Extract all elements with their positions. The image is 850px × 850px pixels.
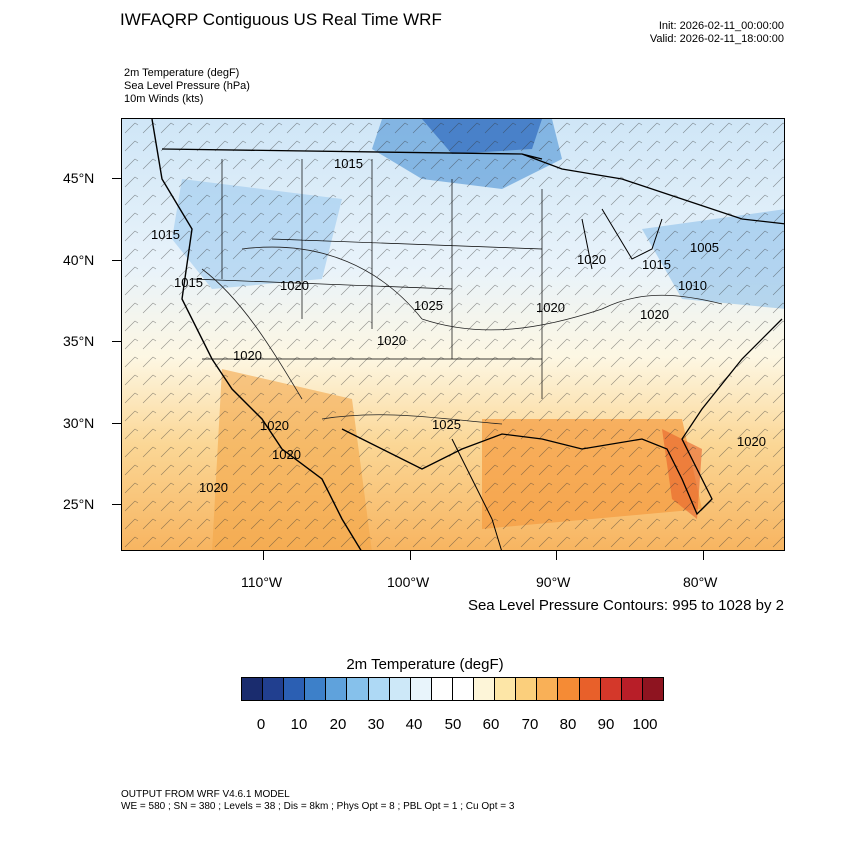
- lon-label: 100°W: [387, 574, 430, 590]
- lon-tick: [703, 551, 704, 560]
- colorbar-swatch: [621, 678, 643, 700]
- colorbar-title: 2m Temperature (degF): [346, 656, 504, 673]
- colorbar-swatch: [347, 678, 369, 700]
- colorbar-swatch: [410, 678, 432, 700]
- field-winds: 10m Winds (kts): [124, 93, 204, 105]
- pressure-label: 1015: [642, 257, 671, 272]
- model-footer: OUTPUT FROM WRF V4.6.1 MODEL WE = 580 ; …: [121, 789, 514, 813]
- lat-label: 40°N: [63, 252, 95, 268]
- colorbar-swatch: [474, 678, 496, 700]
- lat-tick: [112, 178, 121, 179]
- field-temperature: 2m Temperature (degF): [124, 67, 240, 79]
- pressure-labels: 1015 1015 1015 1020 1020 1025 1020 1020 …: [151, 156, 766, 495]
- colorbar-swatch: [284, 678, 306, 700]
- colorbar-label: 0: [256, 716, 266, 733]
- lat-tick: [112, 423, 121, 424]
- colorbar-label: 20: [329, 716, 347, 733]
- field-pressure: Sea Level Pressure (hPa): [124, 80, 250, 92]
- pressure-label: 1025: [414, 298, 443, 313]
- west-coastline: [151, 119, 362, 550]
- lat-label: 45°N: [63, 170, 95, 186]
- gulf-and-east-coastline: [341, 318, 783, 516]
- colorbar-label: 30: [367, 716, 385, 733]
- colorbar-label: 70: [521, 716, 539, 733]
- wind-barbs: [122, 119, 784, 550]
- pressure-label: 1020: [536, 300, 565, 315]
- colorbar-swatch: [537, 678, 559, 700]
- mexico-coastline: [451, 438, 502, 550]
- lon-label: 90°W: [536, 574, 571, 590]
- pressure-label: 1020: [577, 252, 606, 267]
- pressure-label: 1020: [377, 333, 406, 348]
- pressure-label: 1020: [640, 307, 669, 322]
- colorbar-swatch: [326, 678, 348, 700]
- colorbar-swatch: [368, 678, 390, 700]
- colorbar-swatch: [389, 678, 411, 700]
- colorbar-swatch: [495, 678, 517, 700]
- colorbar: [241, 677, 664, 701]
- colorbar-label: 40: [405, 716, 423, 733]
- state-borders: [191, 159, 543, 399]
- pressure-label: 1015: [151, 227, 180, 242]
- pressure-label: 1020: [233, 348, 262, 363]
- colorbar-swatch: [263, 678, 285, 700]
- pressure-label: 1015: [334, 156, 363, 171]
- pressure-label: 1010: [678, 278, 707, 293]
- colorbar-swatch: [452, 678, 475, 700]
- colorbar-label: 80: [559, 716, 577, 733]
- colorbar-swatch: [242, 678, 264, 700]
- init-time: Init: 2026-02-11_00:00:00: [658, 20, 784, 32]
- colorbar-swatch: [431, 678, 453, 700]
- model-config: WE = 580 ; SN = 380 ; Levels = 38 ; Dis …: [121, 801, 515, 812]
- lat-tick: [112, 504, 121, 505]
- lon-label: 110°W: [241, 574, 283, 590]
- northern-border: [161, 148, 784, 225]
- weather-map-svg: 1015 1015 1015 1020 1020 1025 1020 1020 …: [122, 119, 784, 550]
- pressure-label: 1020: [260, 418, 289, 433]
- colorbar-label: 50: [444, 716, 462, 733]
- pressure-label: 1020: [199, 480, 228, 495]
- model-version: OUTPUT FROM WRF V4.6.1 MODEL: [121, 789, 290, 800]
- lon-tick: [556, 551, 557, 560]
- pressure-label: 1020: [272, 447, 301, 462]
- colorbar-swatch: [642, 678, 663, 700]
- lat-label: 25°N: [63, 496, 95, 512]
- lon-tick: [263, 551, 264, 560]
- weather-map: 1015 1015 1015 1020 1020 1025 1020 1020 …: [121, 118, 785, 551]
- lat-label: 35°N: [63, 333, 95, 349]
- contour-note: Sea Level Pressure Contours: 995 to 1028…: [467, 597, 784, 614]
- colorbar-swatch: [305, 678, 327, 700]
- colorbar-swatch: [558, 678, 580, 700]
- field-list: 2m Temperature (degF) Sea Level Pressure…: [124, 67, 250, 106]
- colorbar-label: 90: [597, 716, 615, 733]
- valid-time: Valid: 2026-02-11_18:00:00: [649, 33, 784, 45]
- pressure-label: 1020: [280, 278, 309, 293]
- pressure-label: 1025: [432, 417, 461, 432]
- pressure-label: 1005: [690, 240, 719, 255]
- pressure-contours: [201, 246, 723, 425]
- great-lakes: [581, 208, 663, 270]
- colorbar-label: 10: [290, 716, 308, 733]
- run-times: Init: 2026-02-11_00:00:00 Valid: 2026-02…: [650, 20, 784, 46]
- colorbar-label: 60: [482, 716, 500, 733]
- colorbar-swatch: [579, 678, 601, 700]
- lat-label: 30°N: [63, 415, 95, 431]
- lon-label: 80°W: [683, 574, 718, 590]
- colorbar-label: 100: [632, 716, 658, 733]
- colorbar-swatch: [600, 678, 622, 700]
- colorbar-swatch: [516, 678, 538, 700]
- pressure-label: 1015: [174, 275, 203, 290]
- pressure-label: 1020: [737, 434, 766, 449]
- map-title: IWFAQRP Contiguous US Real Time WRF: [120, 10, 442, 29]
- lat-tick: [112, 341, 121, 342]
- lat-tick: [112, 260, 121, 261]
- lon-tick: [410, 551, 411, 560]
